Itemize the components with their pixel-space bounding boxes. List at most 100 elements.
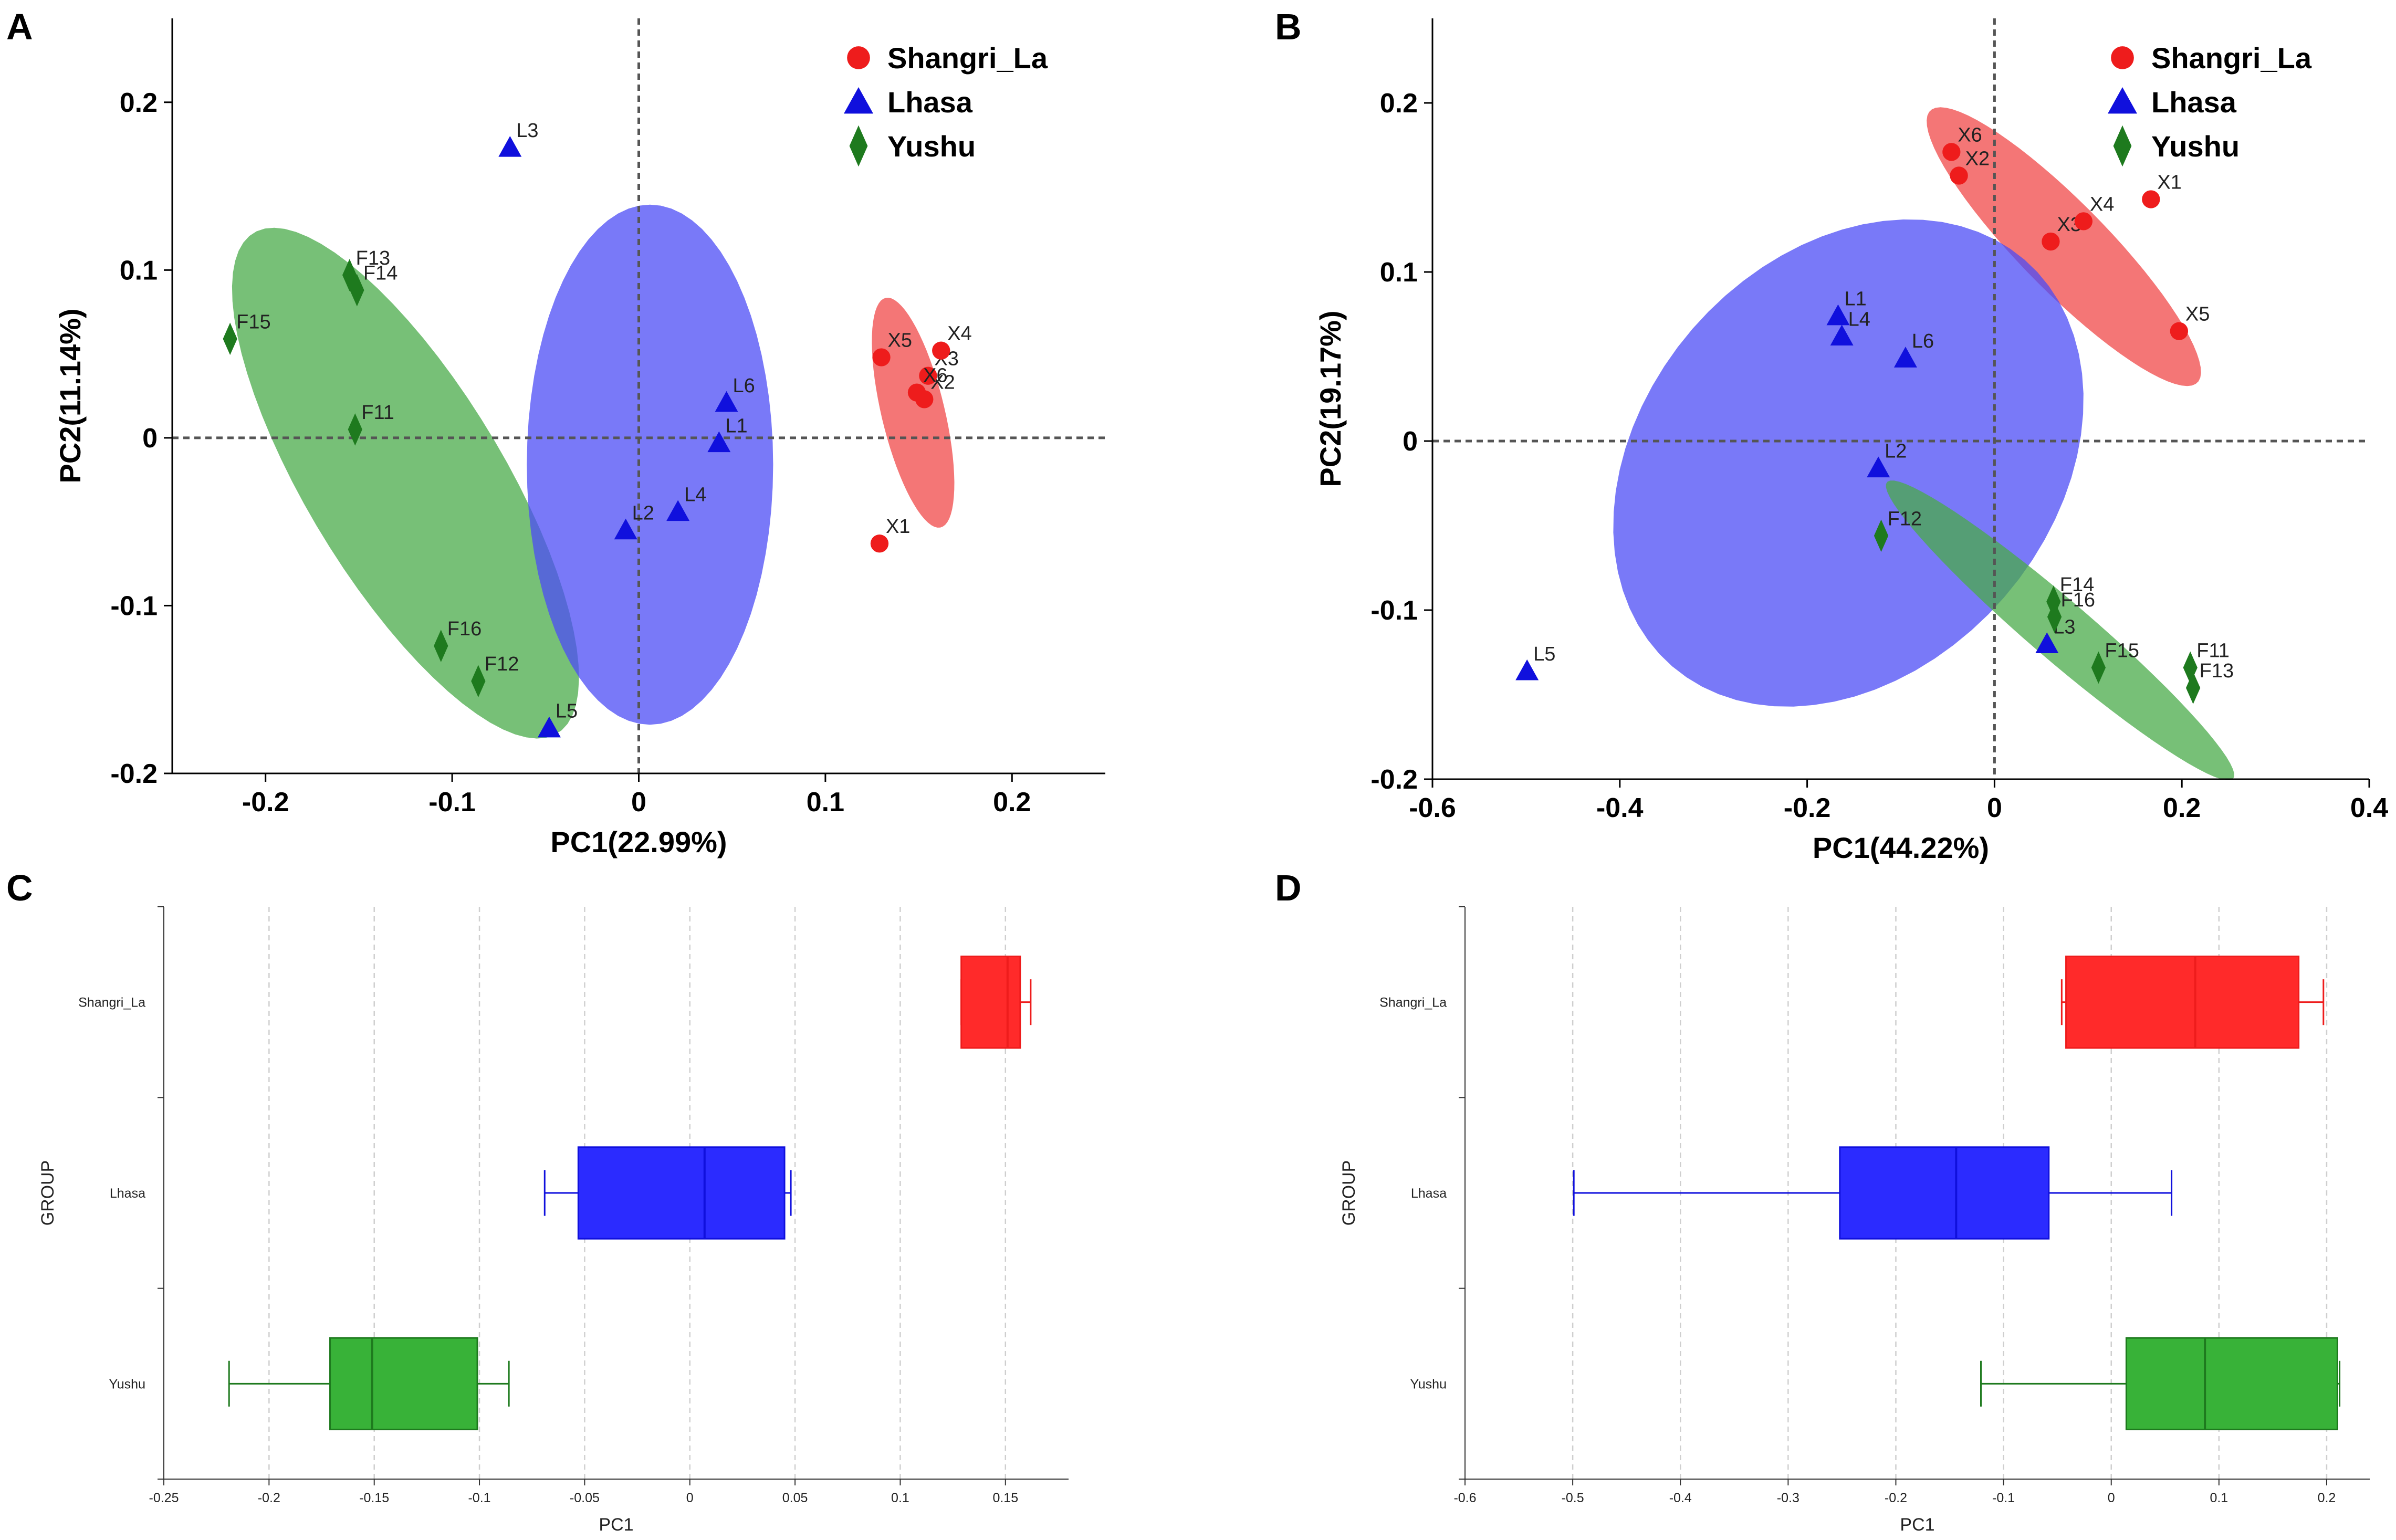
a-legend-marker-yushu: [849, 125, 868, 167]
a-legend-label-lhasa: Lhasa: [887, 86, 973, 119]
c-yushu-box: [329, 1337, 478, 1431]
b-point-label-f14: F14: [2060, 574, 2094, 596]
c-x-tick-label: 0.15: [992, 1491, 1018, 1505]
a-y-tick-label: -0.2: [110, 759, 158, 789]
b-point-l1: [1826, 304, 1850, 326]
b-point-l2: [1867, 456, 1890, 478]
d-x-tick-label: -0.1: [1992, 1491, 2015, 1505]
b-point-label-f12: F12: [1888, 508, 1922, 530]
a-point-l3: [498, 136, 522, 157]
b-legend-label-shangri-la: Shangri_La: [2151, 41, 2312, 75]
c-x-tick-label: 0: [686, 1491, 694, 1505]
b-legend-label-yushu: Yushu: [2151, 130, 2240, 163]
c-x-axis-title: PC1: [599, 1515, 633, 1535]
c-category-label-shangri-la: Shangri_La: [78, 996, 145, 1010]
a-point-l2: [614, 518, 637, 540]
b-point-x6: [1942, 143, 1961, 161]
a-ellipse-yushu: [232, 227, 579, 739]
a-point-label-l1: L1: [725, 415, 747, 437]
a-point-x4: [932, 341, 950, 360]
b-point-l3: [2035, 632, 2059, 653]
a-point-x3: [919, 366, 937, 385]
d-x-tick-label: 0.2: [2318, 1491, 2336, 1505]
c-category-label-lhasa: Lhasa: [110, 1186, 145, 1201]
c-x-tick-label: -0.15: [359, 1491, 389, 1505]
d-shangri-la-box: [2065, 955, 2300, 1049]
panel-label-d: D: [1275, 867, 1302, 908]
d-x-tick-label: 0: [2108, 1491, 2115, 1505]
b-point-x1: [2142, 190, 2160, 208]
a-point-label-x4: X4: [947, 323, 971, 345]
panel-label-c: C: [6, 867, 33, 908]
a-point-l1: [707, 431, 731, 453]
b-x-tick-label: 0.2: [2163, 793, 2201, 823]
a-x-tick-label: -0.2: [242, 787, 289, 818]
b-y-tick-label: -0.1: [1370, 595, 1418, 626]
a-point-l4: [666, 500, 690, 521]
box-panel-d: -0.6 -0.5 -0.4 -0.3 -0.2 -0.1 0 0.1 0.2 PC1 GROUP S…: [1339, 906, 2370, 1535]
a-point-label-l4: L4: [684, 484, 706, 506]
panel-label-a: A: [6, 6, 33, 47]
b-legend-marker-shangri-la: [2111, 46, 2134, 69]
b-y-axis-title: PC2(19.17%): [1314, 310, 1347, 487]
b-point-label-x1: X1: [2157, 172, 2181, 194]
scatter-panel-b: -0.6 -0.4 -0.2 0 0.2 0.4 -0.2 -0.1 0 0.1 0.2 PC1(44…: [1314, 18, 2388, 864]
box-panel-c: -0.25 -0.2 -0.15 -0.1 -0.05 0 0.05 0.1 0.15 PC1 GR…: [38, 906, 1069, 1535]
b-point-f12: [1874, 519, 1889, 552]
c-y-axis-title: GROUP: [38, 1160, 58, 1226]
b-x-tick-label: 0: [1987, 793, 2002, 823]
scatter-panel-a: -0.2 -0.1 0 0.1 0.2 -0.2 -0.1 0 0.1 0.2 PC1(22.99%…: [54, 18, 1105, 858]
a-x-tick-label: 0: [631, 787, 646, 818]
b-legend-marker-lhasa: [2108, 87, 2137, 114]
b-point-label-f15: F15: [2105, 640, 2139, 662]
b-x-tick-label: 0.4: [2350, 793, 2388, 823]
b-point-label-f13: F13: [2200, 660, 2234, 682]
a-point-f14: [350, 274, 364, 307]
a-y-tick-label: 0.1: [120, 255, 158, 286]
d-category-label-yushu: Yushu: [1410, 1377, 1447, 1391]
a-legend-marker-lhasa: [844, 87, 873, 114]
a-point-label-f16: F16: [447, 618, 482, 640]
b-y-tick-label: -0.2: [1370, 764, 1418, 795]
b-y-tick-label: 0.1: [1380, 257, 1418, 288]
d-x-tick-label: 0.1: [2210, 1491, 2228, 1505]
d-x-tick-label: -0.6: [1453, 1491, 1476, 1505]
a-point-l6: [715, 391, 738, 412]
b-point-label-l5: L5: [1533, 643, 1555, 665]
d-yushu-box: [2125, 1337, 2338, 1431]
b-point-label-l4: L4: [1848, 308, 1870, 330]
a-legend-label-yushu: Yushu: [887, 130, 976, 163]
d-x-axis-title: PC1: [1900, 1515, 1934, 1535]
c-lhasa-box: [577, 1146, 786, 1240]
b-point-f16: [2047, 601, 2062, 633]
a-point-label-l6: L6: [733, 375, 755, 397]
d-x-tick-label: -0.4: [1669, 1491, 1692, 1505]
b-point-label-l6: L6: [1912, 330, 1934, 352]
b-point-label-x4: X4: [2090, 193, 2114, 215]
c-x-tick-label: -0.2: [258, 1491, 280, 1505]
a-point-label-x1: X1: [886, 516, 910, 538]
b-point-l4: [1830, 324, 1854, 345]
b-point-label-x2: X2: [1965, 148, 1990, 170]
b-point-f13: [2185, 672, 2201, 704]
c-category-label-yushu: Yushu: [109, 1377, 145, 1391]
b-point-label-x5: X5: [2185, 303, 2210, 326]
a-ellipse-shangri-la: [872, 298, 955, 528]
a-point-f15: [223, 322, 237, 355]
b-point-x2: [1950, 166, 1968, 185]
b-point-x4: [2074, 212, 2093, 231]
b-point-label-x6: X6: [1958, 124, 1982, 146]
d-y-axis-title: GROUP: [1339, 1160, 1359, 1226]
b-point-label-f11: F11: [2196, 640, 2230, 662]
d-x-tick-label: -0.5: [1562, 1491, 1584, 1505]
a-point-label-l2: L2: [632, 502, 654, 525]
c-x-tick-label: -0.25: [149, 1491, 179, 1505]
a-point-label-l3: L3: [516, 120, 538, 142]
d-category-label-shangri-la: Shangri_La: [1379, 996, 1447, 1010]
panel-label-b: B: [1275, 6, 1302, 47]
d-x-tick-label: -0.2: [1885, 1491, 1907, 1505]
b-point-f15: [2091, 651, 2106, 684]
b-point-l5: [1515, 659, 1539, 680]
a-point-label-f14: F14: [363, 263, 397, 285]
